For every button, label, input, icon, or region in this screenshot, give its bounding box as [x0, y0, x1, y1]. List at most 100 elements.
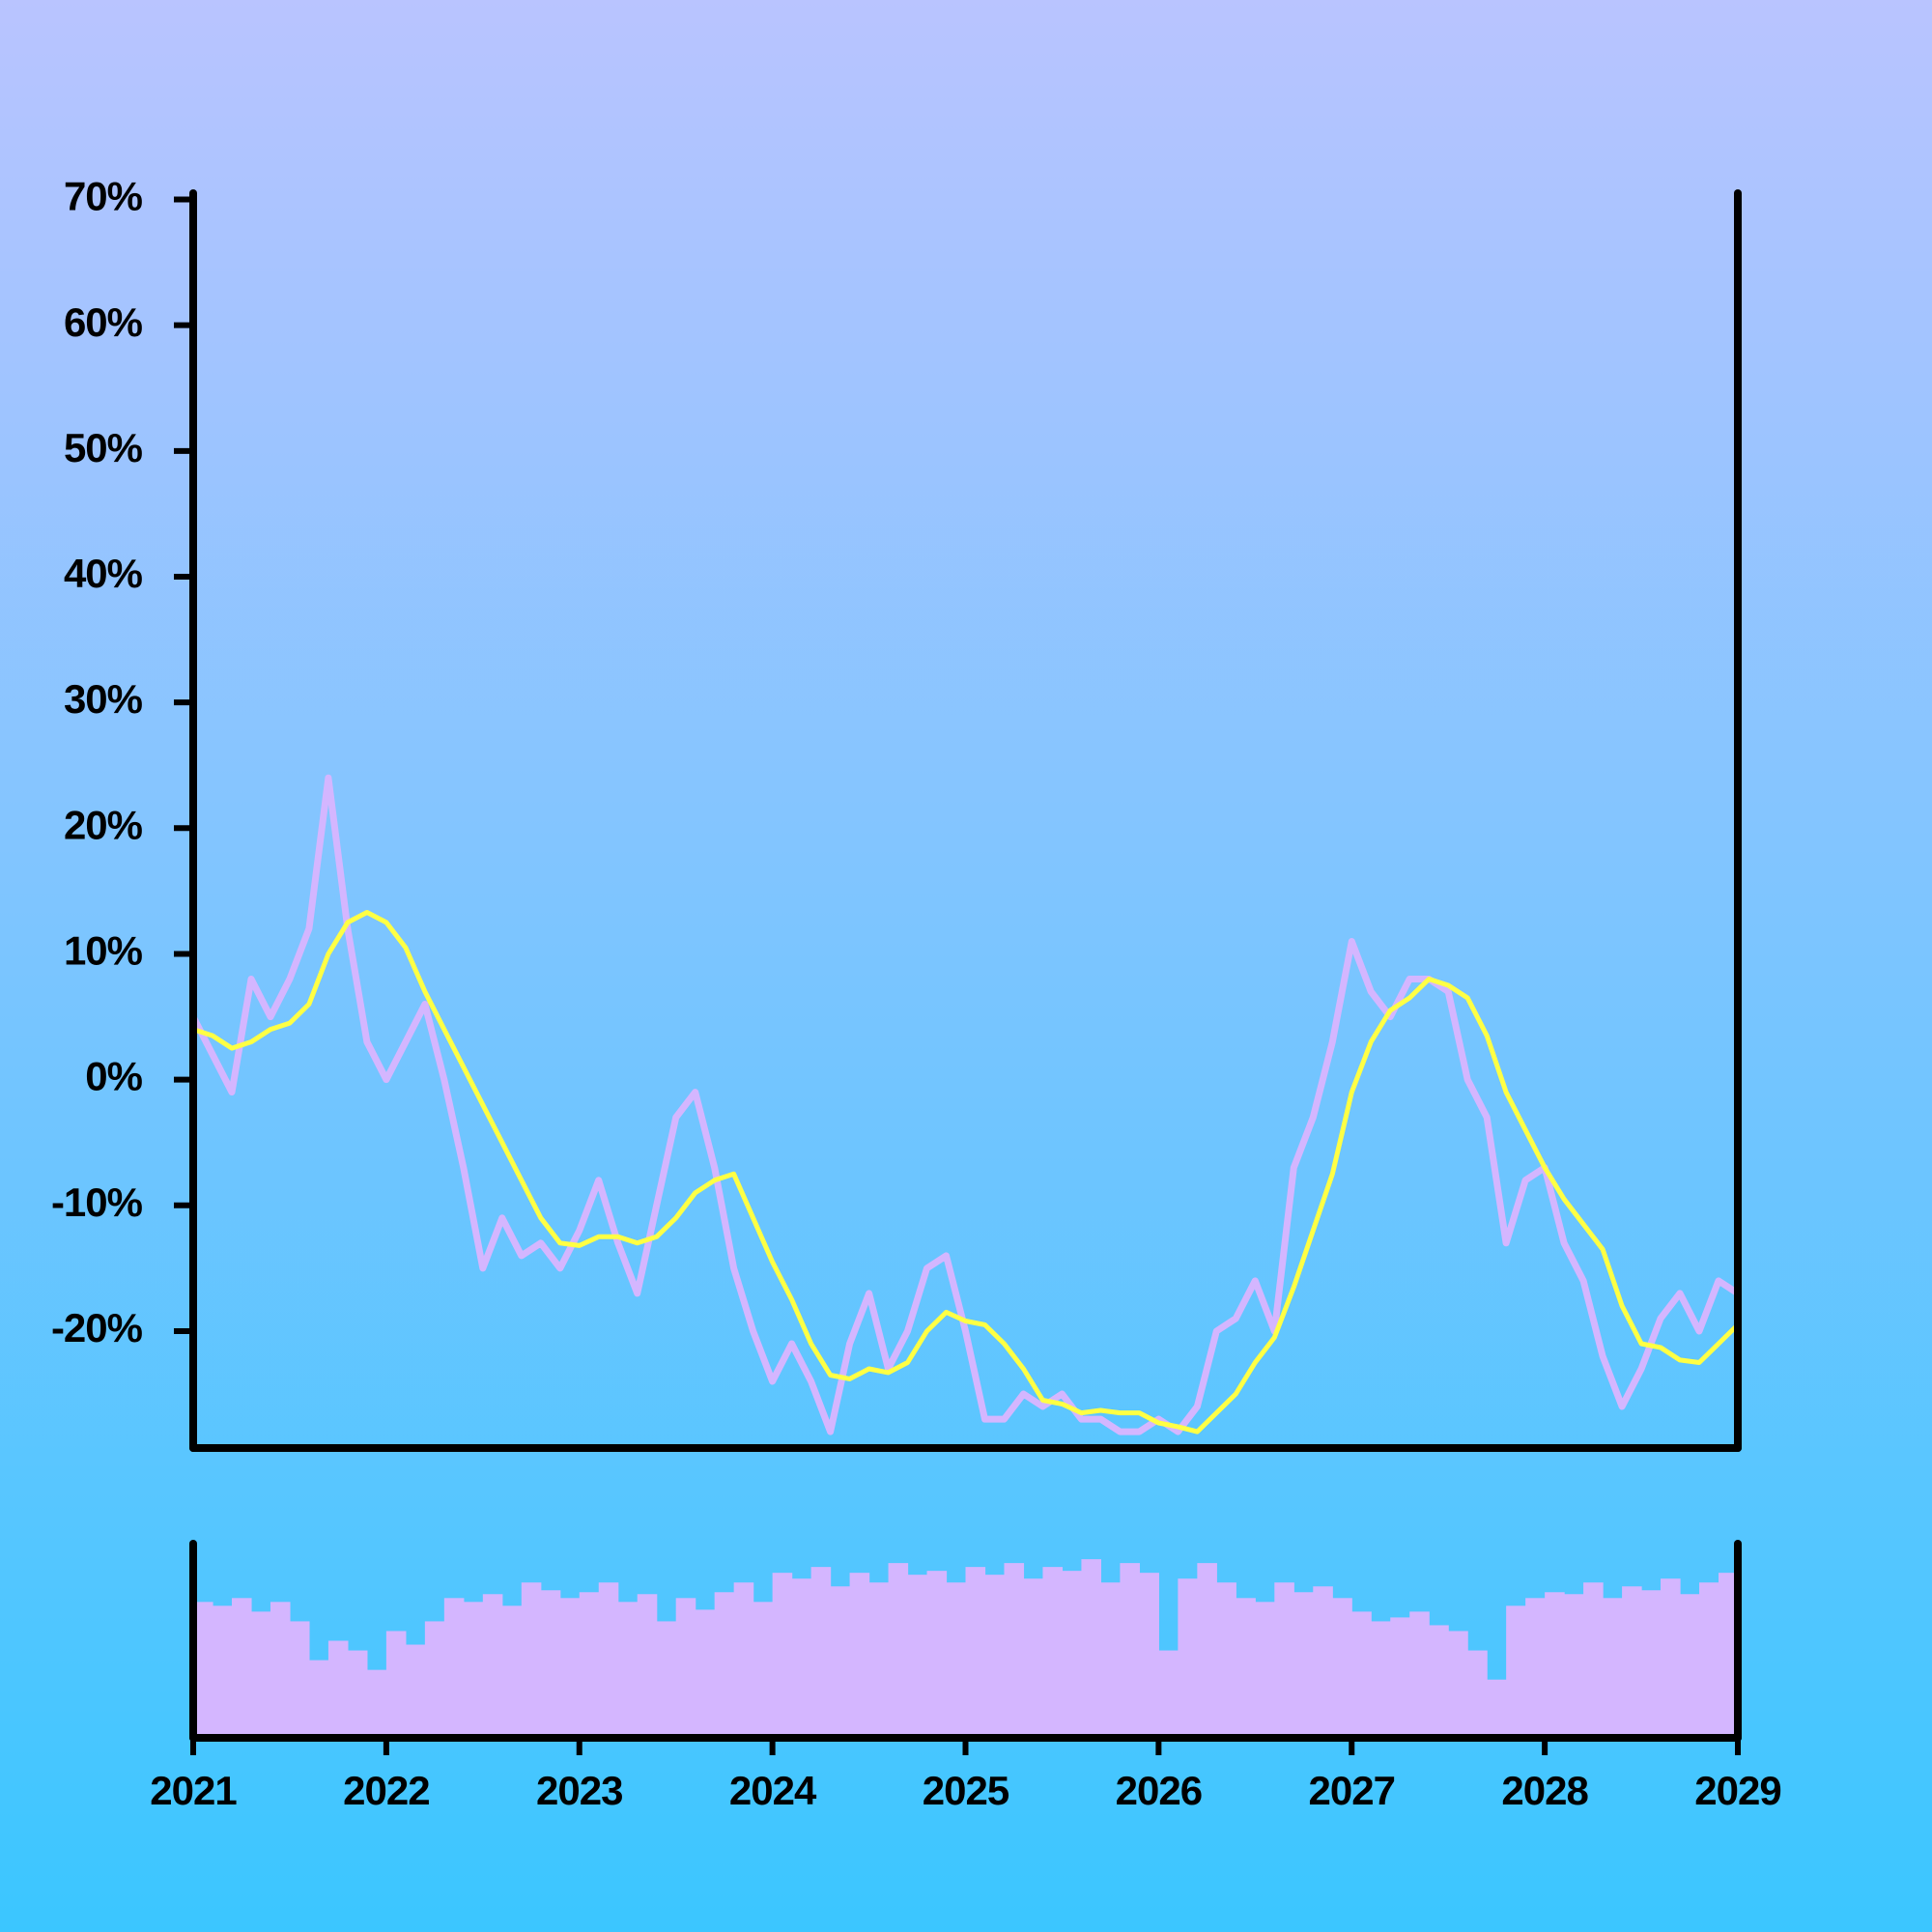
- volume-bar: [1197, 1563, 1217, 1738]
- volume-bar: [463, 1602, 484, 1738]
- volume-bar: [772, 1573, 793, 1738]
- volume-bar: [1719, 1573, 1739, 1738]
- volume-bar: [598, 1582, 619, 1738]
- plot-layer: 70% 60% 50% 40% 30% 20% 10% 0% -10% -20% 2021 2022 2…: [51, 174, 1782, 1813]
- volume-bar: [1216, 1582, 1236, 1738]
- volume-bar: [270, 1602, 291, 1738]
- y-tick-label: 70%: [64, 174, 143, 219]
- y-tick-label: 60%: [64, 299, 143, 345]
- volume-bar: [482, 1594, 503, 1738]
- volume-bar: [1313, 1586, 1333, 1738]
- y-tick-label: 10%: [64, 928, 143, 974]
- volume-bar: [733, 1582, 754, 1738]
- volume-bar: [1351, 1611, 1372, 1738]
- volume-bar: [289, 1621, 310, 1738]
- volume-bar: [1680, 1594, 1700, 1738]
- x-tick-label: 2024: [729, 1768, 817, 1813]
- volume-bar: [1409, 1611, 1430, 1738]
- volume-bar: [1100, 1582, 1121, 1738]
- volume-bar: [501, 1605, 523, 1738]
- volume-bar: [1448, 1631, 1468, 1738]
- x-tick-label: 2023: [536, 1768, 622, 1813]
- volume-bar: [810, 1567, 832, 1738]
- volume-bar: [791, 1578, 812, 1738]
- volume-bar: [579, 1592, 600, 1738]
- volume-bar: [231, 1598, 252, 1738]
- volume-bar: [559, 1598, 581, 1738]
- raw-line: [193, 774, 1738, 1435]
- volume-bar: [675, 1598, 696, 1738]
- volume-bar: [1661, 1578, 1681, 1738]
- volume-bar: [1081, 1559, 1102, 1738]
- y-tick-label: 40%: [64, 551, 143, 596]
- volume-bar: [1274, 1582, 1294, 1738]
- volume-bar: [405, 1644, 426, 1738]
- volume-bar: [1293, 1592, 1314, 1738]
- volume-bar: [1641, 1590, 1662, 1738]
- volume-bar: [1042, 1567, 1064, 1738]
- volume-bar: [424, 1621, 445, 1738]
- volume-bar: [637, 1594, 658, 1738]
- y-tick-label: 20%: [64, 802, 143, 847]
- volume-bar: [1603, 1598, 1623, 1738]
- volume-bar: [521, 1582, 542, 1738]
- volume-bar: [1622, 1586, 1642, 1738]
- volume-bar: [1178, 1578, 1198, 1738]
- volume-bar: [1429, 1625, 1449, 1738]
- x-tick-label: 2022: [343, 1768, 429, 1813]
- volume-bar: [308, 1660, 329, 1738]
- volume-bar: [965, 1567, 986, 1738]
- volume-bar: [1545, 1592, 1565, 1738]
- volume-bar: [868, 1582, 890, 1738]
- volume-bar: [366, 1669, 387, 1738]
- spines: [189, 189, 1742, 1742]
- volume-bar: [656, 1621, 677, 1738]
- volume-bar: [1583, 1582, 1604, 1738]
- volume-bar: [385, 1631, 407, 1738]
- volume-bar: [1467, 1650, 1488, 1738]
- x-tick-label: 2026: [1116, 1768, 1202, 1813]
- volume-bar: [753, 1602, 774, 1738]
- volume-bar: [1699, 1582, 1719, 1738]
- volume-bar: [1255, 1602, 1275, 1738]
- volume-bar: [617, 1602, 639, 1738]
- volume-bar: [1139, 1573, 1159, 1738]
- volume-bar: [212, 1605, 233, 1738]
- volume-bar: [888, 1563, 909, 1738]
- volume-bar: [1390, 1617, 1410, 1738]
- volume-bar: [984, 1575, 1006, 1738]
- x-tick-label: 2027: [1309, 1768, 1395, 1813]
- y-tick-label: -10%: [51, 1179, 143, 1225]
- volume-bar: [907, 1575, 928, 1738]
- volume-bar: [1564, 1594, 1584, 1738]
- volume-bar: [1023, 1578, 1044, 1738]
- volume-bar: [1371, 1621, 1391, 1738]
- x-tick-label: 2029: [1694, 1768, 1780, 1813]
- x-tick-label: 2028: [1501, 1768, 1588, 1813]
- volume-bar: [1062, 1571, 1083, 1738]
- lines: [193, 774, 1738, 1435]
- volume-bar: [443, 1598, 465, 1738]
- volume-bar: [714, 1592, 735, 1738]
- volume-bar: [250, 1611, 271, 1738]
- volume-bar: [1525, 1598, 1546, 1738]
- volume-bar: [849, 1573, 870, 1738]
- volume-bar: [926, 1571, 948, 1738]
- volume-bar: [1506, 1605, 1526, 1738]
- volume-bar: [347, 1650, 368, 1738]
- y-tick-label: 30%: [64, 676, 143, 722]
- volume-bar: [1158, 1650, 1179, 1738]
- smooth-line: [193, 910, 1738, 1435]
- volume-bar: [1487, 1679, 1507, 1738]
- volume-bar: [1004, 1563, 1025, 1738]
- volume-bar: [540, 1590, 561, 1738]
- volume-bar: [1236, 1598, 1256, 1738]
- y-tick-label: 0%: [85, 1054, 142, 1099]
- volume-bar: [327, 1640, 349, 1738]
- y-tick-label: -20%: [51, 1305, 143, 1350]
- y-tick-label: 50%: [64, 425, 143, 470]
- volume-bar: [1120, 1563, 1140, 1738]
- x-tick-label: 2025: [923, 1768, 1009, 1813]
